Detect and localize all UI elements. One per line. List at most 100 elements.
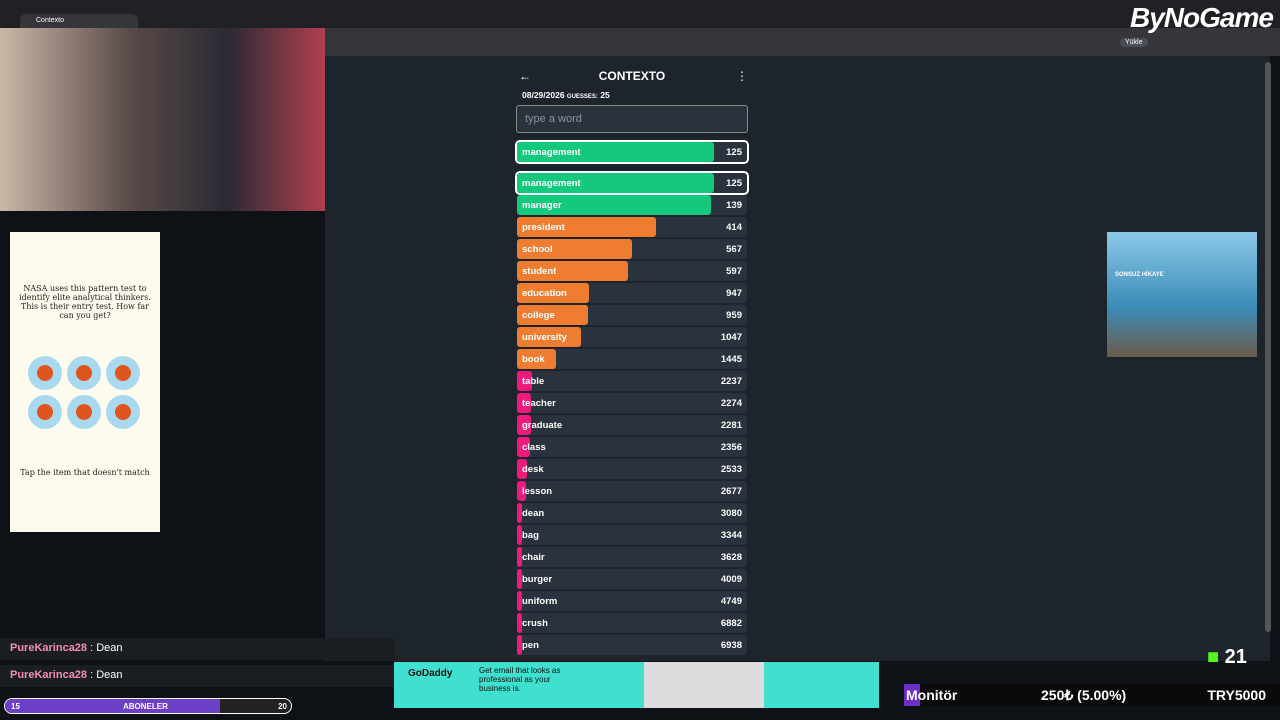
guess-distance: 139 (726, 200, 742, 211)
guess-row: president 414 (517, 217, 747, 237)
guess-word: graduate (522, 420, 563, 431)
guess-word: bag (522, 530, 539, 541)
guess-distance: 1445 (720, 354, 742, 365)
guess-word: manager (522, 200, 562, 211)
guess-word: president (522, 222, 565, 233)
distance-bar (517, 305, 589, 325)
guess-distance: 597 (726, 266, 742, 277)
guess-distance: 2274 (720, 398, 742, 409)
ad-brand: GoDaddy (408, 668, 453, 679)
ad-left[interactable]: NASA uses this pattern test to identify … (10, 232, 160, 532)
distance-bar (517, 239, 633, 259)
distance-bar (517, 613, 522, 633)
webcam (0, 28, 325, 211)
game-title: CONTEXTO (598, 69, 666, 83)
scrollbar (1265, 62, 1271, 632)
guess-distance: 1047 (720, 332, 742, 343)
distance-bar (517, 349, 557, 369)
chat-text: Dean (96, 642, 123, 654)
guess-row: management 125 (515, 140, 749, 164)
ticker-total: TRY5000 (1207, 687, 1266, 703)
guess-word: table (522, 376, 545, 387)
menu-icon[interactable]: ⋮ (736, 69, 748, 83)
toolbar-button[interactable]: Yükle (1120, 38, 1148, 47)
guess-distance: 3080 (720, 508, 742, 519)
distance-bar (517, 547, 522, 567)
guesses-label: GUESSES: (566, 94, 598, 100)
distance-bar (517, 261, 629, 281)
ticker: Monitör 250₺ (5.00%) TRY5000 (904, 684, 1280, 706)
guess-word: pen (522, 640, 539, 651)
guess-distance: 947 (726, 288, 742, 299)
guess-distance: 2281 (720, 420, 742, 431)
guess-distance: 567 (726, 244, 742, 255)
game-page (325, 56, 1270, 661)
kick-counter: ■ 21 (1207, 646, 1247, 668)
distance-bar (517, 481, 526, 501)
guess-row: pen 6938 (517, 635, 747, 655)
guess-distance: 2533 (720, 464, 742, 475)
sub-goal: 20 (278, 702, 287, 711)
guess-distance: 4749 (720, 596, 742, 607)
game-info: 08/29/2026 GUESSES: 25 (522, 90, 610, 100)
chat-text: Dean (96, 669, 123, 681)
guess-row: table 2237 (517, 371, 747, 391)
back-icon[interactable]: ← (519, 69, 531, 83)
guess-row: bag 3344 (517, 525, 747, 545)
ad-footer: Tap the item that doesn't match (20, 468, 150, 477)
guess-distance: 414 (726, 222, 742, 233)
distance-bar (517, 173, 715, 193)
guess-row: management 125 (515, 171, 749, 195)
guess-distance: 125 (726, 147, 742, 158)
guess-row: desk 2533 (517, 459, 747, 479)
chat-user: PureKarinca28 (10, 669, 88, 681)
ad-right[interactable]: SONSUZ HİKAYE (1107, 232, 1257, 357)
guess-row: dean 3080 (517, 503, 747, 523)
distance-bar (517, 195, 712, 215)
guess-row: burger 4009 (517, 569, 747, 589)
guess-row: university 1047 (517, 327, 747, 347)
guess-word: management (522, 147, 581, 158)
distance-bar (517, 393, 532, 413)
guess-row: student 597 (517, 261, 747, 281)
guess-distance: 6938 (720, 640, 742, 651)
ad-right-text: SONSUZ HİKAYE (1115, 272, 1164, 278)
guess-word: university (522, 332, 567, 343)
guess-row: uniform 4749 (517, 591, 747, 611)
guess-word: uniform (522, 596, 558, 607)
guess-distance: 6882 (720, 618, 742, 629)
guess-distance: 2237 (720, 376, 742, 387)
tab-bar: Contexto (0, 0, 1280, 28)
tab[interactable]: Contexto (20, 14, 138, 28)
guess-row: graduate 2281 (517, 415, 747, 435)
chat: PureKarinca28 : Dean PureKarinca28 : Dean (0, 638, 395, 690)
word-input[interactable]: type a word (516, 105, 748, 133)
ad-bottom[interactable]: GoDaddy Get email that looks as professi… (394, 662, 879, 708)
distance-bar (517, 503, 523, 523)
kick-count: 21 (1224, 646, 1247, 668)
ticker-item: Monitör (906, 687, 958, 703)
placeholder: type a word (525, 113, 582, 125)
guess-word: desk (522, 464, 544, 475)
sub-progress (5, 699, 220, 713)
ad-circles (28, 356, 140, 429)
guess-word: dean (522, 508, 545, 519)
guess-word: burger (522, 574, 553, 585)
guess-word: management (522, 178, 581, 189)
guess-word: crush (522, 618, 548, 629)
guess-row: lesson 2677 (517, 481, 747, 501)
distance-bar (517, 415, 532, 435)
ad-text: NASA uses this pattern test to identify … (19, 284, 151, 320)
guess-word: college (522, 310, 555, 321)
distance-bar (517, 635, 522, 655)
distance-bar (517, 569, 522, 589)
date: 08/29/2026 (522, 90, 565, 100)
sub-bar: 15 ABONELER 20 (4, 698, 292, 714)
guess-word: student (522, 266, 557, 277)
chat-user: PureKarinca28 (10, 642, 88, 654)
guess-word: school (522, 244, 553, 255)
guess-word: class (522, 442, 546, 453)
sub-label: ABONELER (123, 702, 168, 711)
guess-distance: 125 (726, 178, 742, 189)
